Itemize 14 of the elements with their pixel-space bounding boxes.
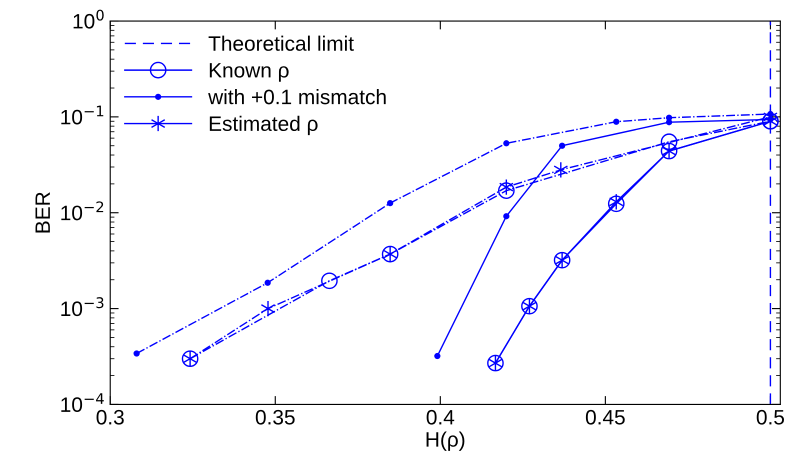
x-tick-label: 0.45 xyxy=(586,410,625,425)
y-tick-label: 10$^{−1}$ xyxy=(61,106,104,124)
x-axis-title: H(ρ) xyxy=(426,432,464,451)
y-tick-label: 10$^{−2}$ xyxy=(61,201,104,220)
legend-label: Theoretical limit xyxy=(208,36,354,51)
x-tick-label: 0.35 xyxy=(256,410,295,425)
legend-label: with +0.1 mismatch xyxy=(208,89,386,104)
x-tick-label: 0.4 xyxy=(426,410,454,425)
legend-label: Known ρ xyxy=(210,63,289,82)
x-tick-label: 0.5 xyxy=(756,410,784,425)
legend-label: Estimated ρ xyxy=(210,116,318,136)
y-axis-title: BER xyxy=(36,192,50,232)
y-tick-label: 10$^{0}$ xyxy=(74,10,104,29)
y-tick-label: 10$^{−3}$ xyxy=(61,297,104,316)
